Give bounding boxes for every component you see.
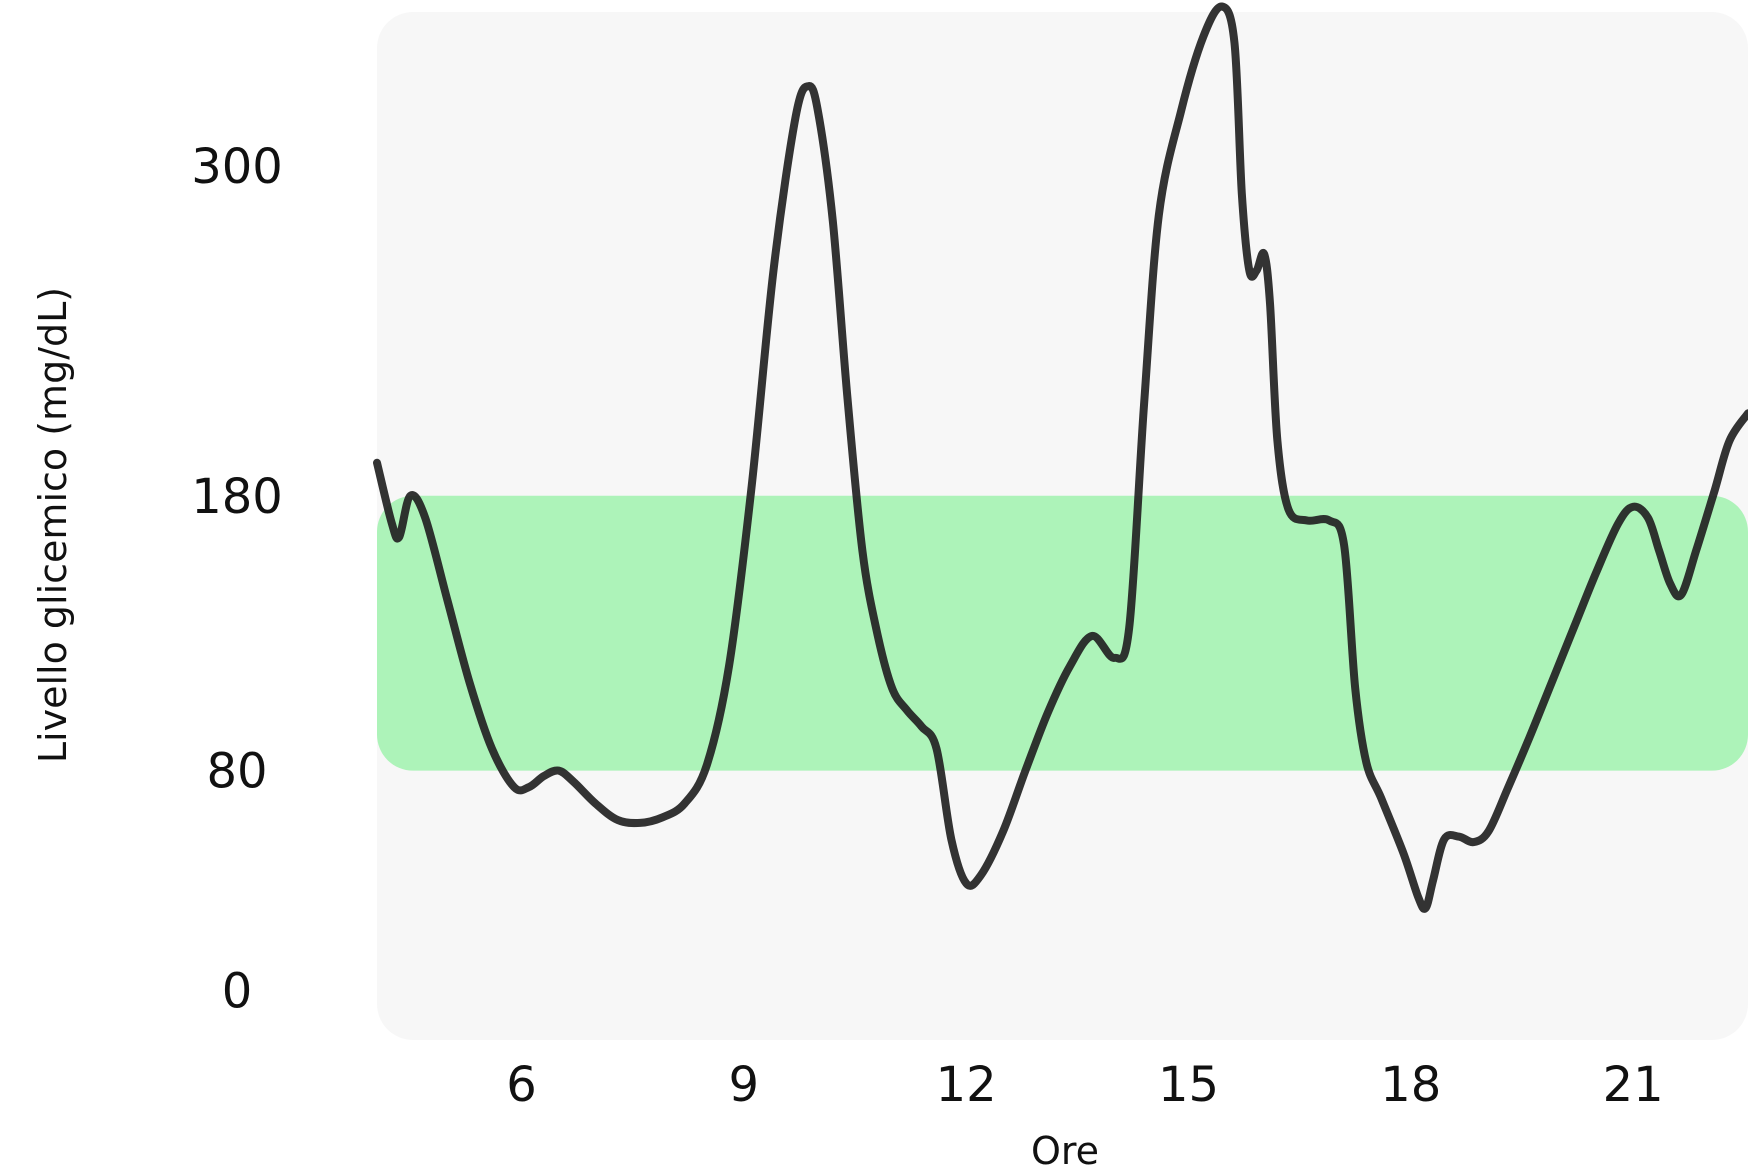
y-axis-ticks: 0 80 180 300 (191, 139, 283, 1020)
target-range-band (377, 495, 1748, 771)
x-tick-label: 15 (1158, 1057, 1219, 1113)
x-tick-label: 12 (936, 1057, 997, 1113)
x-tick-label: 6 (506, 1057, 537, 1113)
y-tick-label: 180 (191, 469, 283, 525)
x-axis-title: Ore (1031, 1129, 1099, 1172)
x-tick-label: 9 (729, 1057, 760, 1113)
x-tick-label: 21 (1603, 1057, 1664, 1113)
x-tick-label: 18 (1380, 1057, 1441, 1113)
y-tick-label: 80 (206, 744, 267, 800)
x-axis-ticks: 6 9 12 15 18 21 (506, 1057, 1663, 1113)
y-tick-label: 300 (191, 139, 283, 195)
y-axis-title: Livello glicemico (mg/dL) (31, 287, 75, 763)
glucose-series-line (373, 2, 1748, 913)
y-tick-label: 0 (222, 964, 253, 1020)
